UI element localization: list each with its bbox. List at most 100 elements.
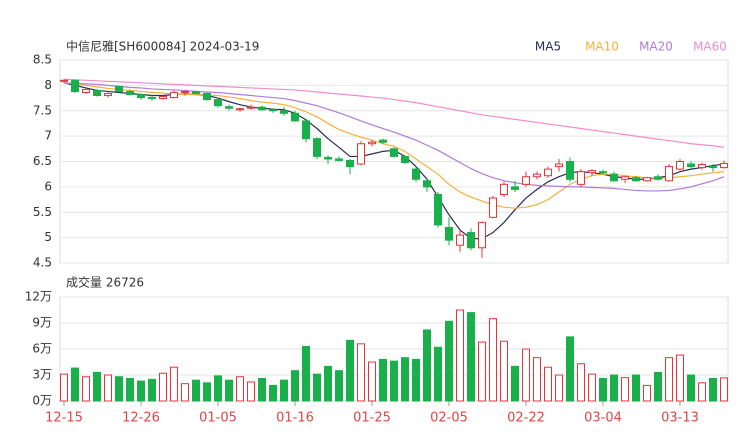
volume-bar [280,379,288,402]
volume-bar [676,354,684,402]
candle-body [247,106,255,109]
y-tick-label: 0万 [32,394,52,408]
candle-body [137,94,145,99]
candle-body [434,193,442,226]
candle-body [324,156,332,160]
volume-bar [687,374,695,402]
volume-bar [247,381,255,402]
y-tick-label: 5 [44,230,52,244]
candle-body [291,112,299,122]
volume-bar [478,341,486,402]
y-tick-label: 7.5 [33,103,52,117]
volume-bar [709,377,717,402]
volume-bar [577,363,585,402]
volume-bar [511,365,519,402]
volume-bar [225,379,233,402]
volume-bar [258,377,266,402]
y-tick-label: 4.5 [33,256,52,270]
volume-bar [115,376,123,402]
chart-title: 中信尼雅[SH600084] 2024-03-19 [66,39,259,54]
candle-body [698,164,706,169]
volume-bar [137,380,145,402]
candle-body [500,183,508,195]
candle-body [654,176,662,180]
volume-bar [533,357,541,402]
legend-entry: MA20 [639,40,673,54]
candle-body [445,226,453,241]
volume-bar [544,366,552,402]
candle-body [258,106,266,111]
volume-bar [698,382,706,402]
candle-body [533,173,541,178]
candle-body [60,79,68,82]
y-tick-label: 8.5 [33,53,52,67]
volume-title: 成交量 26726 [66,275,144,290]
x-tick-label: 03-04 [584,411,622,426]
y-tick-label: 6 [44,179,52,193]
candle-body [632,177,640,182]
y-tick-label: 12万 [25,290,52,304]
candle-body [148,97,156,100]
candle-body [401,155,409,164]
volume-bar [434,346,442,402]
volume-bar [346,339,354,402]
volume-bar [93,371,101,402]
volume-bar [302,345,310,402]
volume-bar [456,309,464,402]
candle-body [544,168,552,177]
x-tick-label: 12-26 [122,411,160,426]
volume-bar [60,373,68,402]
candle-body [665,166,673,182]
candle-body [577,171,585,185]
candle-body [566,161,574,180]
legend-entry: MA5 [535,40,561,54]
candle-body [709,166,717,169]
volume-bar [423,329,431,402]
candle-body [610,173,618,182]
volume-bar [192,379,200,402]
volume-bar [610,374,618,402]
volume-bar [170,366,178,402]
candle-body [346,159,354,168]
x-tick-label: 03-13 [661,411,699,426]
candle-body [621,176,629,180]
y-tick-label: 6.5 [33,154,52,168]
x-tick-label: 01-16 [276,411,314,426]
candle-body [720,163,728,169]
candle-body [280,110,288,114]
candle-body [555,163,563,168]
volume-bar [599,377,607,402]
candle-body [214,99,222,107]
candle-body [456,234,464,246]
candle-body [126,90,134,96]
volume-bar [522,348,530,402]
y-tick-label: 8 [44,78,52,92]
candle-body [478,221,486,249]
volume-bar [467,312,475,402]
volume-bar [412,358,420,402]
candle-body [181,90,189,93]
candle-body [489,197,497,218]
candle-body [225,106,233,109]
volume-bar [335,370,343,402]
candle-body [522,176,530,185]
volume-bar [588,373,596,402]
candle-body [687,163,695,168]
volume-bar [236,376,244,402]
volume-bar [379,358,387,402]
volume-bar [313,373,321,402]
candle-body [82,88,90,93]
y-tick-label: 3万 [32,368,52,382]
x-tick-label: 01-05 [199,411,237,426]
volume-bar [500,340,508,402]
y-tick-label: 9万 [32,316,52,330]
candle-body [313,138,321,157]
candle-body [357,143,365,165]
volume-bar [720,377,728,402]
candle-body [588,170,596,174]
y-tick-label: 6万 [32,342,52,356]
legend-entry: MA60 [693,40,727,54]
volume-bar [643,384,651,402]
candle-body [93,89,101,97]
